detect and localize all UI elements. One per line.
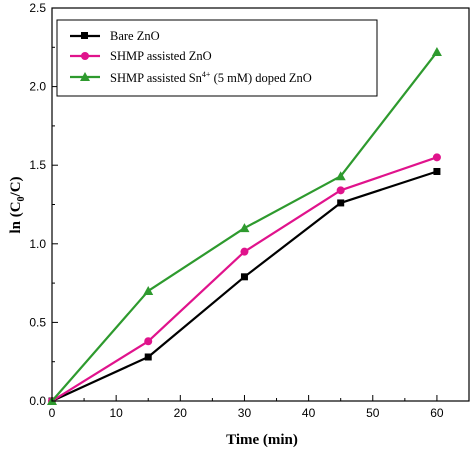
y-tick-label: 1.5 xyxy=(29,158,46,172)
data-point-triangle xyxy=(335,171,346,181)
x-tick-label: 30 xyxy=(238,406,252,420)
data-point-square xyxy=(144,353,152,361)
legend-entry-shmp-zno: SHMP assisted ZnO xyxy=(70,49,212,63)
series-0 xyxy=(48,167,441,405)
x-tick-label: 20 xyxy=(174,406,188,420)
legend-label-sn-doped-zno: SHMP assisted Sn4+ (5 mM) doped ZnO xyxy=(110,70,312,85)
x-tick-label: 50 xyxy=(366,406,380,420)
legend-marker-circle xyxy=(81,52,89,60)
x-axis-title: Time (min) xyxy=(226,432,298,448)
legend-label-shmp-zno: SHMP assisted ZnO xyxy=(110,49,212,63)
data-point-square xyxy=(433,167,441,175)
y-tick-label: 0.5 xyxy=(29,315,46,329)
data-point-triangle xyxy=(431,47,442,57)
legend-marker-triangle xyxy=(80,72,90,81)
x-tick-label: 10 xyxy=(109,406,123,420)
series-layer xyxy=(47,47,442,405)
legend-entry-bare-zno: Bare ZnO xyxy=(70,29,160,43)
data-point-square xyxy=(240,273,248,281)
ticks-layer: 0 10 20 30 40 50 60 0.0 0.5 1.0 1.5 2.0 2.5 xyxy=(29,1,444,420)
x-tick-label: 60 xyxy=(430,406,444,420)
data-point-circle xyxy=(240,247,249,256)
y-tick-label: 2.0 xyxy=(29,80,46,94)
y-tick-label: 2.5 xyxy=(29,1,46,15)
data-point-circle xyxy=(432,153,441,162)
legend-label-bare-zno: Bare ZnO xyxy=(110,29,160,43)
data-point-square xyxy=(337,199,345,207)
series-2 xyxy=(47,47,442,405)
x-tick-label: 40 xyxy=(302,406,316,420)
x-tick-label: 0 xyxy=(49,406,56,420)
y-tick-label: 0.0 xyxy=(29,394,46,408)
data-point-triangle xyxy=(143,285,154,295)
data-point-circle xyxy=(336,186,345,195)
legend-entry-sn-doped-zno: SHMP assisted Sn4+ (5 mM) doped ZnO xyxy=(70,70,312,85)
legend: Bare ZnO SHMP assisted ZnO SHMP assisted… xyxy=(56,19,378,97)
legend-box xyxy=(56,19,378,97)
data-point-circle xyxy=(144,337,153,346)
data-point-triangle xyxy=(239,223,250,233)
y-axis-title: ln (C0/C) xyxy=(8,176,27,233)
legend-marker-square xyxy=(81,32,88,39)
series-line xyxy=(51,170,438,403)
y-tick-label: 1.0 xyxy=(29,237,46,251)
